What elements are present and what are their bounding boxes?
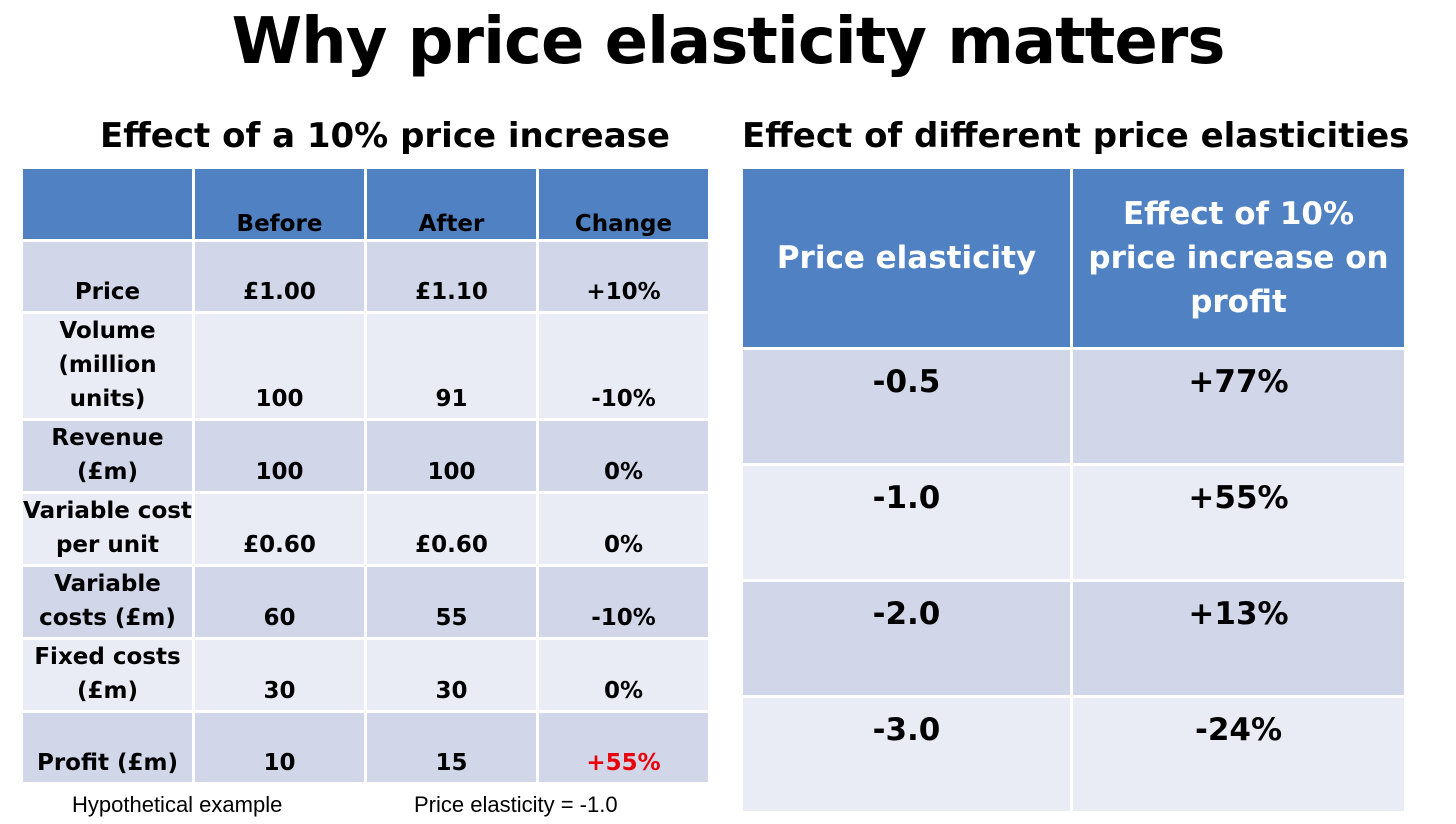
footnote-elasticity: Price elasticity = -1.0 [414, 792, 618, 817]
after-value: 30 [364, 637, 539, 713]
column-header-change: Change [536, 166, 711, 242]
elasticity-table: Price elasticity Effect of 10% price inc… [740, 166, 1407, 814]
before-value: £0.60 [192, 491, 367, 567]
column-header-label [20, 166, 195, 242]
after-value: 100 [364, 418, 539, 494]
change-value: +10% [536, 239, 711, 314]
elasticity-value: -3.0 [740, 695, 1073, 814]
row-label: Profit (£m) [20, 710, 195, 785]
table-row: Fixed costs (£m) 30 30 0% [20, 637, 711, 713]
effect-value: +77% [1070, 347, 1407, 466]
change-value: 0% [536, 491, 711, 567]
elasticity-value: -1.0 [740, 463, 1073, 582]
effect-value: -24% [1070, 695, 1407, 814]
before-value: £1.00 [192, 239, 367, 314]
change-value-highlight: +55% [536, 710, 711, 785]
price-increase-table: Before After Change Price £1.00 £1.10 +1… [20, 166, 711, 785]
table-row: Variable costs (£m) 60 55 -10% [20, 564, 711, 640]
change-value: 0% [536, 637, 711, 713]
change-value: 0% [536, 418, 711, 494]
table-header-row: Price elasticity Effect of 10% price inc… [740, 166, 1407, 350]
column-header-before: Before [192, 166, 367, 242]
table-header-row: Before After Change [20, 166, 711, 242]
right-table-heading: Effect of different price elasticities [742, 116, 1410, 156]
footnote-hypothetical: Hypothetical example [72, 792, 283, 817]
before-value: 100 [192, 311, 367, 421]
column-header-after: After [364, 166, 539, 242]
row-label: Price [20, 239, 195, 314]
table-row: Revenue (£m) 100 100 0% [20, 418, 711, 494]
before-value: 30 [192, 637, 367, 713]
row-label: Variable costs (£m) [20, 564, 195, 640]
after-value: 15 [364, 710, 539, 785]
after-value: 91 [364, 311, 539, 421]
before-value: 10 [192, 710, 367, 785]
effect-value: +55% [1070, 463, 1407, 582]
after-value: £0.60 [364, 491, 539, 567]
table-row: -3.0 -24% [740, 695, 1407, 814]
table-row: -1.0 +55% [740, 463, 1407, 582]
before-value: 100 [192, 418, 367, 494]
change-value: -10% [536, 564, 711, 640]
table-row: Volume (million units) 100 91 -10% [20, 311, 711, 421]
after-value: 55 [364, 564, 539, 640]
before-value: 60 [192, 564, 367, 640]
row-label: Revenue (£m) [20, 418, 195, 494]
left-table-heading: Effect of a 10% price increase [100, 116, 670, 156]
change-value: -10% [536, 311, 711, 421]
table-row: -2.0 +13% [740, 579, 1407, 698]
elasticity-value: -0.5 [740, 347, 1073, 466]
table-row: Price £1.00 £1.10 +10% [20, 239, 711, 314]
table-row: -0.5 +77% [740, 347, 1407, 466]
effect-value: +13% [1070, 579, 1407, 698]
page-title: Why price elasticity matters [231, 5, 1226, 79]
elasticity-value: -2.0 [740, 579, 1073, 698]
row-label: Volume (million units) [20, 311, 195, 421]
table-row: Variable cost per unit £0.60 £0.60 0% [20, 491, 711, 567]
column-header-effect: Effect of 10% price increase on profit [1070, 166, 1407, 350]
table-row: Profit (£m) 10 15 +55% [20, 710, 711, 785]
row-label: Variable cost per unit [20, 491, 195, 567]
row-label: Fixed costs (£m) [20, 637, 195, 713]
column-header-elasticity: Price elasticity [740, 166, 1073, 350]
after-value: £1.10 [364, 239, 539, 314]
